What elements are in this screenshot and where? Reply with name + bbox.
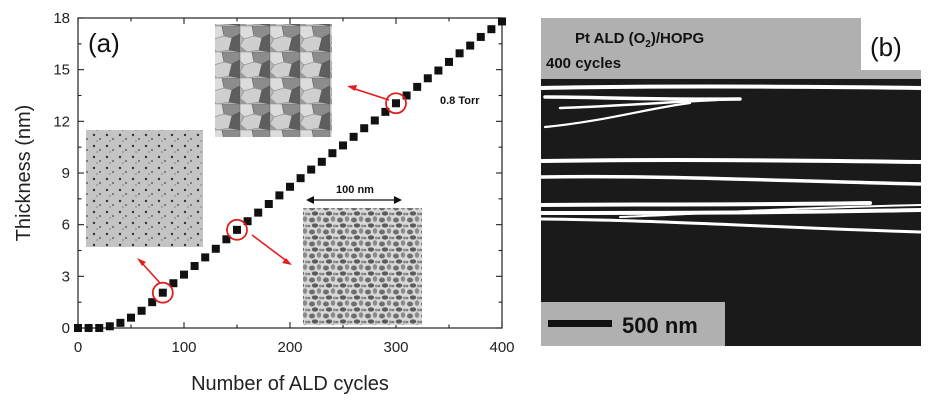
data-point xyxy=(434,66,443,75)
scale-arrowhead-right xyxy=(394,196,402,204)
x-tick-label: 300 xyxy=(383,339,408,356)
inset-image-islands xyxy=(303,208,422,325)
data-point xyxy=(222,235,231,244)
data-point xyxy=(487,25,496,34)
data-point xyxy=(74,324,82,332)
data-point xyxy=(275,191,284,200)
scale-arrowhead-left xyxy=(306,196,314,204)
sem-scale-label: 500 nm xyxy=(622,313,698,338)
data-point xyxy=(423,74,432,83)
data-point xyxy=(233,225,241,234)
x-tick-label: 100 xyxy=(171,339,196,356)
panel-label-b: (b) xyxy=(870,32,902,62)
data-point xyxy=(105,322,114,331)
data-point xyxy=(466,41,475,50)
sem-label-box-strip xyxy=(861,70,921,79)
data-markers xyxy=(74,17,506,332)
data-point xyxy=(84,324,93,332)
data-point xyxy=(158,288,167,297)
data-point xyxy=(254,208,263,217)
data-point xyxy=(392,99,400,108)
data-point xyxy=(381,107,390,116)
x-tick-label: 400 xyxy=(489,339,514,356)
data-point xyxy=(445,57,453,66)
data-point xyxy=(455,49,464,58)
pressure-label: 0.8 Torr xyxy=(440,95,480,107)
data-point xyxy=(148,298,157,307)
data-point xyxy=(317,157,326,166)
highlight-circle xyxy=(226,218,248,241)
y-tick-label: 12 xyxy=(53,113,70,130)
y-tick-label: 15 xyxy=(53,62,70,79)
data-point xyxy=(349,132,358,141)
sem-scale-bar xyxy=(548,320,612,327)
y-axis-title: Thickness (nm) xyxy=(13,105,35,242)
y-tick-label: 0 xyxy=(62,320,70,337)
data-point xyxy=(307,165,316,174)
y-tick-label: 3 xyxy=(62,268,70,285)
data-point xyxy=(328,149,337,158)
thickness-chart: 0 100 200 300 400 0 3 6 9 12 15 18 Number of ALD c… xyxy=(13,10,515,395)
data-point xyxy=(370,116,379,125)
sem-background xyxy=(541,70,921,346)
data-point xyxy=(339,141,347,150)
sem-label-box xyxy=(541,18,861,79)
x-axis-title: Number of ALD cycles xyxy=(191,373,389,395)
inset-image-sparse-particles xyxy=(86,130,203,247)
highlight-circles xyxy=(151,92,407,304)
sem-cycles-label: 400 cycles xyxy=(546,55,621,72)
y-tick-label: 9 xyxy=(62,165,70,182)
highlight-circle xyxy=(385,92,407,115)
data-point xyxy=(413,82,422,91)
panel-label-a: (a) xyxy=(88,28,120,58)
y-axis-ticks: 0 3 6 9 12 15 18 xyxy=(53,10,502,337)
sem-nanowires xyxy=(539,84,923,234)
y-tick-label: 18 xyxy=(53,10,70,27)
sem-title: Pt ALD (O2)/HOPG xyxy=(575,30,704,50)
data-point xyxy=(402,91,411,100)
data-point xyxy=(169,279,178,288)
y-tick-label: 6 xyxy=(62,217,70,234)
data-point xyxy=(116,318,125,327)
data-point xyxy=(264,200,273,208)
data-point xyxy=(137,306,146,315)
highlight-arrows xyxy=(137,85,390,284)
data-point xyxy=(360,124,369,133)
x-tick-label: 0 xyxy=(74,339,82,356)
data-point xyxy=(211,244,220,253)
data-point xyxy=(498,17,506,26)
data-point xyxy=(286,182,294,191)
data-point xyxy=(127,313,135,322)
data-point xyxy=(95,324,104,332)
scale-label-100nm: 100 nm xyxy=(336,184,374,196)
data-point xyxy=(190,262,199,270)
data-point xyxy=(476,32,485,41)
x-tick-label: 200 xyxy=(277,339,302,356)
inset-image-continuous-film xyxy=(215,24,332,137)
data-point xyxy=(296,174,305,183)
data-point xyxy=(180,270,188,279)
highlight-circle xyxy=(151,281,174,304)
data-point xyxy=(243,217,252,226)
x-axis-ticks: 0 100 200 300 400 xyxy=(74,18,515,356)
data-point xyxy=(201,253,210,262)
sem-image-panel: Pt ALD (O2)/HOPG 400 cycles (b) 500 nm xyxy=(539,18,923,346)
